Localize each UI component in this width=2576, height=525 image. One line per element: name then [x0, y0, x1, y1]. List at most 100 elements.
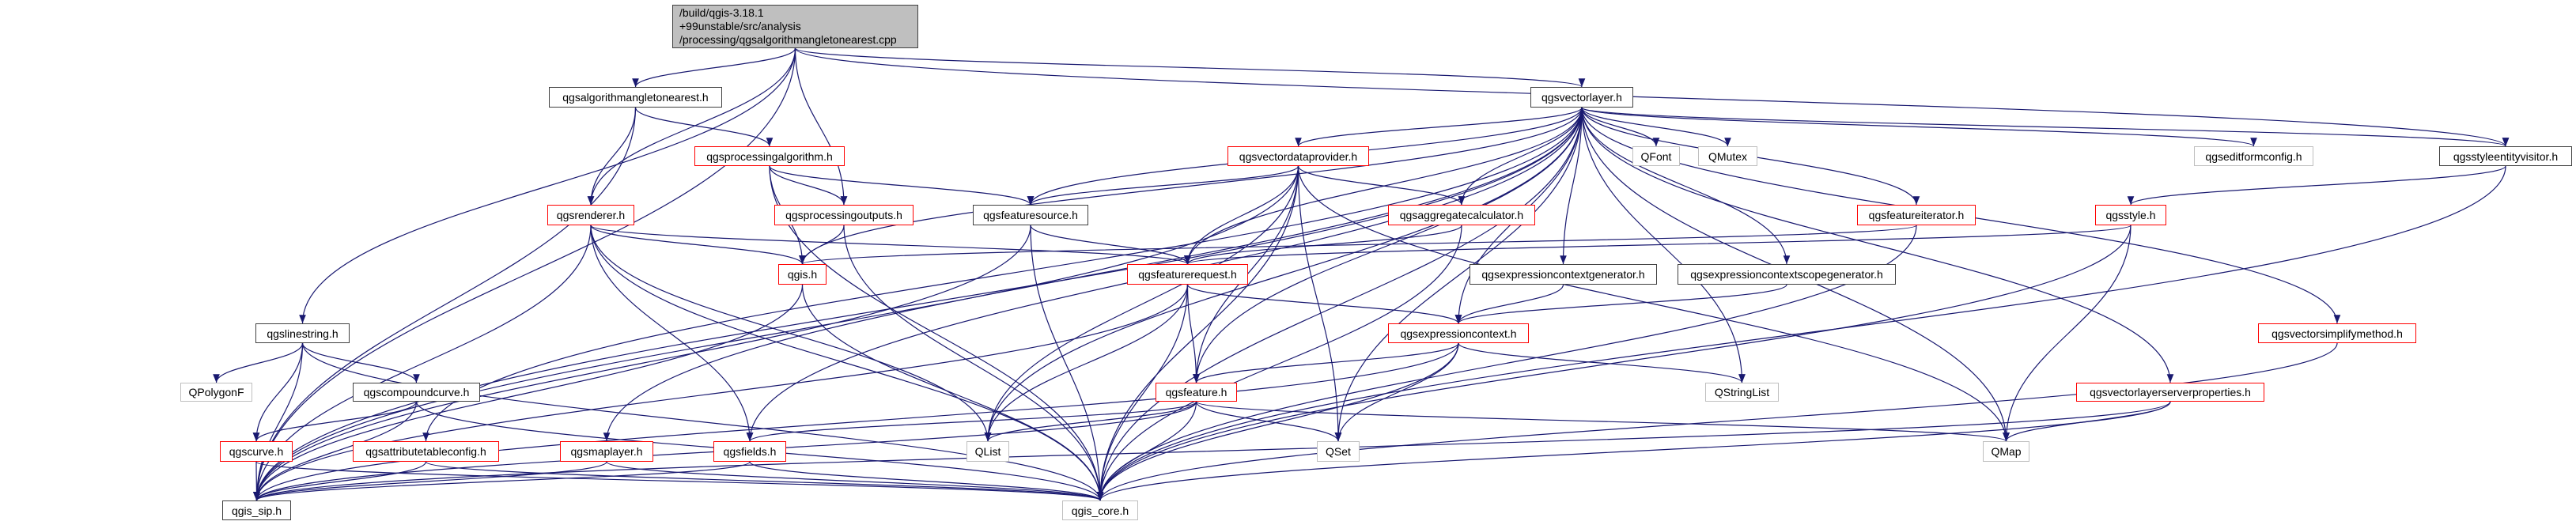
edge-vlayer-to-aggcalc — [1458, 107, 1583, 206]
node-qgsfeatureiterator-h[interactable]: qgsfeatureiterator.h — [1857, 205, 1976, 225]
node-qgsmaplayer-h[interactable]: qgsmaplayer.h — [560, 441, 653, 462]
node-qgsfields-h[interactable]: qgsfields.h — [713, 441, 786, 462]
edge-fields-to-core — [749, 461, 1104, 501]
edge-main-to-styleentity — [794, 47, 2509, 147]
edge-vlayer-to-styleentity — [1581, 107, 2509, 147]
edge-angle-to-sip — [253, 107, 637, 501]
edge-angle-to-renderer — [587, 107, 637, 206]
edge-linestring-to-core — [301, 342, 1104, 501]
edge-ecgen-to-expctx — [1454, 284, 1564, 324]
main-file-node: /build/qgis-3.18.1 +99unstable/src/analy… — [672, 5, 918, 48]
edge-fsource-to-sip — [253, 225, 1031, 501]
edge-fsource-to-core — [1030, 225, 1104, 501]
edge-curve-to-sip — [253, 461, 260, 501]
edge-expctx-to-qset — [1334, 342, 1459, 442]
node-qgscompoundcurve-h[interactable]: qgscompoundcurve.h — [353, 383, 480, 402]
node-qgsfeaturerequest-h[interactable]: qgsfeaturerequest.h — [1127, 264, 1248, 285]
edge-vlayer-to-qset — [1334, 107, 1583, 442]
node-qgsattributetableconfig-h[interactable]: qgsattributetableconfig.h — [353, 441, 499, 462]
edge-vlayer-to-ecsgen — [1581, 107, 1791, 265]
edge-vlayer-to-maplayer — [603, 107, 1583, 442]
edge-fiter-to-qgis — [799, 225, 1917, 265]
node-qgsprocessingoutputs-h[interactable]: qgsprocessingoutputs.h — [774, 205, 914, 225]
edge-freq-to-core — [1096, 284, 1189, 501]
edge-feature-to-qlist — [984, 401, 1197, 442]
node-qgsexpressioncontextscopegenerator-h[interactable]: qgsexpressioncontextscopegenerator.h — [1678, 264, 1896, 285]
edge-vdp-to-fsource — [1027, 165, 1299, 206]
edge-styleentity-to-style — [2127, 165, 2506, 206]
edge-vlayer-to-qmutex — [1581, 107, 1731, 147]
edge-vlayer-to-qlist — [984, 107, 1583, 442]
edge-linestring-to-compound — [301, 342, 420, 383]
edge-vdp-to-qlist — [984, 165, 1299, 442]
edge-procalg-to-procout — [769, 165, 848, 206]
edge-vdp-to-qmap — [1297, 165, 2010, 442]
edge-vdp-to-aggcalc — [1297, 165, 1466, 206]
edge-expctx-to-core — [1096, 342, 1459, 501]
node-qgsvectorlayerserverproperties-h[interactable]: qgsvectorlayerserverproperties.h — [2076, 383, 2264, 402]
node-qgsalgorithmangletonearest-h[interactable]: qgsalgorithmangletonearest.h — [549, 87, 722, 108]
node-qmap: QMap — [1983, 441, 2029, 462]
node-qgsfeature-h[interactable]: qgsfeature.h — [1156, 383, 1237, 402]
main-file-line-3: /processing/qgsalgorithmangletonearest.c… — [679, 33, 897, 46]
edge-aggcalc-to-freq — [1184, 225, 1462, 265]
edge-attrtable-to-sip — [253, 461, 427, 501]
edge-fsource-to-freq — [1030, 225, 1191, 265]
edge-linestring-to-qpolygonf — [213, 342, 304, 383]
node-qgscurve-h[interactable]: qgscurve.h — [220, 441, 293, 462]
node-qgsvectorsimplifymethod-h[interactable]: qgsvectorsimplifymethod.h — [2258, 323, 2416, 343]
edge-vdp-to-freq — [1184, 165, 1299, 265]
edge-compound-to-sip — [253, 401, 418, 501]
edge-ecsgen-to-expctx — [1454, 284, 1787, 324]
edge-freq-to-expctx — [1186, 284, 1462, 324]
node-qgsstyleentityvisitor-h[interactable]: qgsstyleentityvisitor.h — [2439, 146, 2572, 166]
edge-feature-to-fields — [746, 401, 1197, 442]
node-qgis-h[interactable]: qgis.h — [778, 264, 827, 285]
edge-freq-to-feature — [1186, 284, 1200, 383]
edge-maplayer-to-sip — [253, 461, 607, 501]
edge-vdp-to-sip — [253, 165, 1299, 501]
edge-expctx-to-qstringlist — [1458, 342, 1746, 383]
edge-vdp-to-core — [1096, 165, 1299, 501]
edge-vlayer-to-qfont — [1581, 107, 1660, 147]
node-qgsvectordataprovider-h[interactable]: qgsvectordataprovider.h — [1227, 146, 1369, 166]
node-qpolygonf: QPolygonF — [180, 383, 252, 402]
edge-qgis-to-core — [801, 284, 1104, 501]
edge-vlayer-to-attrtable — [422, 107, 1583, 442]
edge-procout-to-core — [843, 225, 1104, 501]
node-qgsaggregatecalculator-h[interactable]: qgsaggregatecalculator.h — [1388, 205, 1535, 225]
edge-styleentity-to-core — [1096, 165, 2506, 501]
node-qstringlist: QStringList — [1705, 383, 1779, 402]
main-file-line-2: +99unstable/src/analysis — [679, 20, 801, 32]
edge-vlayer-to-core — [1096, 107, 1583, 501]
edge-aggcalc-to-core — [1096, 225, 1462, 501]
edge-curve-to-core — [255, 461, 1103, 501]
node-qfont: QFont — [1632, 146, 1680, 166]
node-qgsrenderer-h[interactable]: qgsrenderer.h — [547, 205, 634, 225]
edge-renderer-to-qgis — [590, 225, 806, 265]
node-qgsexpressioncontext-h[interactable]: qgsexpressioncontext.h — [1388, 323, 1529, 343]
node-qgis-core-h: qgis_core.h — [1062, 500, 1138, 520]
edge-vlayer-to-serverprops — [1581, 107, 2174, 383]
node-qgsstyle-h[interactable]: qgsstyle.h — [2095, 205, 2166, 225]
edge-freq-to-sip — [253, 284, 1189, 501]
node-qgis-sip-h[interactable]: qgis_sip.h — [222, 500, 291, 520]
edge-linestring-to-curve — [252, 342, 304, 442]
node-qgslinestring-h[interactable]: qgslinestring.h — [255, 323, 350, 343]
edge-renderer-to-freq — [590, 225, 1191, 265]
node-qgsfeaturesource-h[interactable]: qgsfeaturesource.h — [973, 205, 1088, 225]
edge-simplify-to-core — [1096, 342, 2338, 501]
edge-style-to-qmap — [2003, 225, 2132, 442]
node-qlist: QList — [966, 441, 1009, 462]
node-qmutex: QMutex — [1698, 146, 1757, 166]
edge-expctx-to-sip — [253, 342, 1459, 501]
node-qgsprocessingalgorithm-h[interactable]: qgsprocessingalgorithm.h — [694, 146, 845, 166]
edge-fields-to-sip — [253, 461, 751, 501]
edge-attrtable-to-core — [425, 461, 1103, 501]
node-qgsvectorlayer-h[interactable]: qgsvectorlayer.h — [1530, 87, 1633, 108]
edge-renderer-to-core — [590, 225, 1104, 501]
node-qgsexpressioncontextgenerator-h[interactable]: qgsexpressioncontextgenerator.h — [1470, 264, 1657, 285]
edge-compound-to-curve — [252, 401, 418, 442]
